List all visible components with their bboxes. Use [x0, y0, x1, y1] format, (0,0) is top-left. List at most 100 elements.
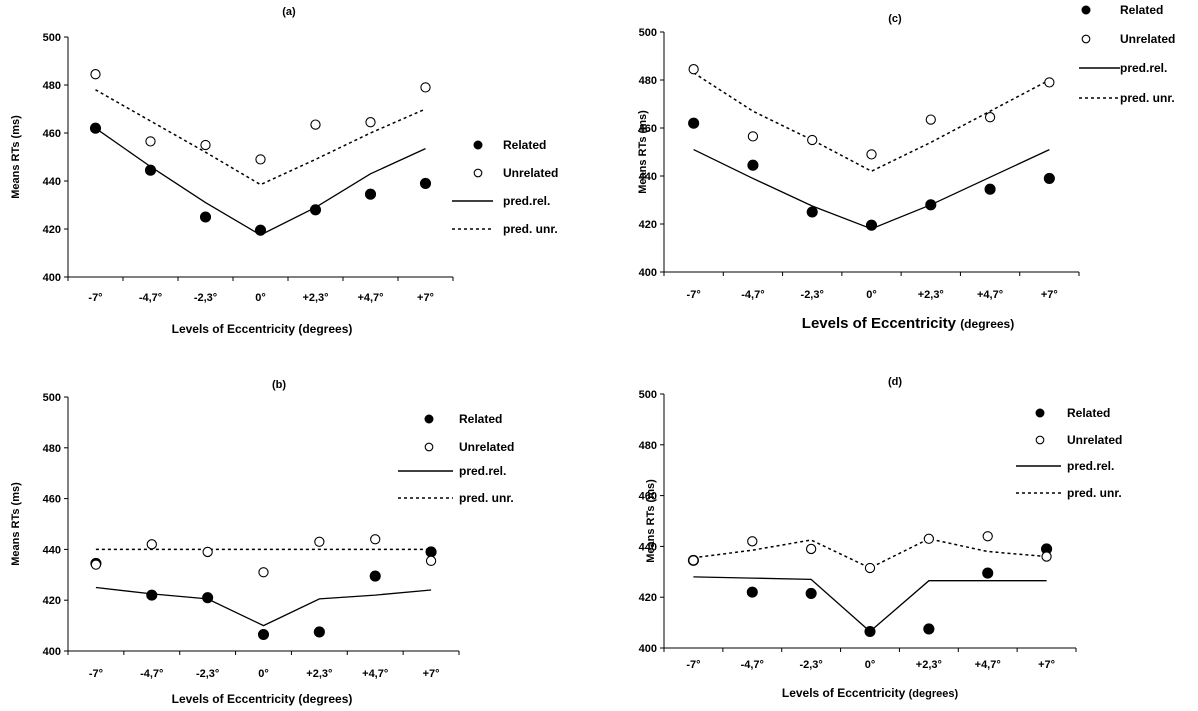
related-point	[89, 122, 102, 134]
x-tick-label: +4,7°	[362, 668, 388, 680]
y-axis-label: Means RTs (ms)	[10, 482, 22, 566]
x-tick-label: +4,7°	[977, 289, 1003, 301]
y-axis-label: Means RTs (ms)	[10, 115, 22, 199]
series-line-pred-rel	[95, 586, 432, 627]
y-tick-label: 500	[639, 389, 657, 401]
related-point	[202, 592, 214, 604]
legend-related-marker	[473, 140, 483, 150]
related-point	[865, 219, 878, 231]
legend-label: Related	[1067, 406, 1110, 420]
y-tick-label: 480	[639, 440, 657, 452]
x-tick-label: -4,7°	[139, 292, 162, 304]
chart-title: (b)	[272, 379, 286, 391]
y-tick-label: 460	[639, 491, 657, 503]
y-tick-label: 480	[43, 443, 61, 455]
legend: Related Unrelated pred.rel. pred. unr.	[452, 138, 558, 236]
legend-label: Related	[459, 412, 502, 426]
series-line-pred-rel	[693, 576, 1047, 633]
legend-label: pred.rel.	[459, 464, 506, 478]
legend-label: Unrelated	[1067, 433, 1122, 447]
legend-unrelated-marker	[473, 168, 483, 178]
x-tick-label: +2,3°	[916, 659, 942, 671]
unrelated-point	[805, 543, 817, 555]
y-tick-label: 460	[43, 494, 61, 506]
related-point	[254, 224, 267, 236]
related-point	[982, 567, 994, 579]
y-tick-label: 420	[43, 224, 61, 236]
legend-label: pred.rel.	[1067, 459, 1114, 473]
unrelated-point	[688, 64, 699, 75]
legend: Related Unrelated pred.rel. pred. unr.	[398, 412, 514, 505]
unrelated-point	[258, 567, 269, 578]
y-tick-label: 440	[639, 171, 657, 183]
y-tick-label: 440	[43, 544, 61, 556]
legend-related-marker	[424, 414, 434, 424]
x-tick-label: +7°	[423, 668, 440, 680]
x-axis-label-main: Levels of Eccentricity	[172, 692, 299, 706]
related-point	[747, 159, 759, 171]
y-tick-label: 500	[43, 32, 61, 44]
x-axis-label-main: Levels of Eccentricity	[782, 686, 909, 700]
series-line-pred-unr	[693, 72, 1050, 173]
chart-title: (a)	[282, 6, 296, 18]
x-tick-label: -7°	[88, 292, 102, 304]
unrelated-point	[1041, 551, 1052, 562]
x-tick-label: 0°	[865, 659, 876, 671]
x-tick-label: -7°	[686, 659, 700, 671]
related-point	[864, 625, 876, 638]
x-tick-label: +7°	[1038, 659, 1055, 671]
y-tick-label: 480	[43, 80, 61, 92]
y-tick-label: 440	[43, 176, 61, 188]
unrelated-point	[688, 555, 699, 566]
y-axis-label: Means RTs (ms)	[645, 479, 657, 563]
legend: Related Unrelated pred.rel. pred. unr.	[1079, 3, 1175, 105]
related-point	[806, 206, 818, 218]
x-axis-label-suffix: (degrees)	[960, 317, 1014, 331]
y-tick-label: 500	[43, 392, 61, 404]
chart-a: 400 420 440 460 480 500 -7° -4,7° -2,3° 0° +2,3° +4…	[10, 6, 558, 336]
x-tick-label: -2,3°	[196, 668, 219, 680]
y-tick-label: 460	[43, 128, 61, 140]
legend-related-marker	[1035, 408, 1045, 418]
x-axis-label: Levels of Eccentricity (degrees)	[172, 322, 353, 336]
x-axis-label: Levels of Eccentricity (degrees)	[782, 686, 959, 700]
x-tick-label: 0°	[866, 289, 877, 301]
legend-label: pred. unr.	[1067, 486, 1122, 500]
y-tick-label: 400	[43, 272, 61, 284]
x-tick-label: +4,7°	[975, 659, 1001, 671]
related-point	[257, 628, 270, 641]
x-tick-label: -2,3°	[799, 659, 822, 671]
x-tick-label: -2,3°	[194, 292, 217, 304]
unrelated-point	[255, 154, 266, 165]
legend-label: Unrelated	[503, 166, 558, 180]
unrelated-point	[200, 139, 211, 151]
y-tick-label: 440	[639, 541, 657, 553]
y-tick-label: 420	[639, 592, 657, 604]
y-tick-label: 420	[43, 595, 61, 607]
legend-unrelated-marker	[1081, 34, 1091, 44]
unrelated-point	[370, 534, 381, 545]
x-tick-label: -2,3°	[801, 289, 824, 301]
x-axis-label-suffix: (degrees)	[298, 322, 352, 336]
y-tick-label: 460	[639, 123, 657, 135]
unrelated-point	[420, 82, 431, 93]
related-point	[923, 623, 935, 635]
y-tick-label: 400	[639, 643, 657, 655]
legend-label: pred.rel.	[503, 194, 550, 208]
legend-unrelated-marker	[424, 442, 434, 452]
unrelated-point	[925, 114, 936, 125]
series-line-pred-rel	[95, 127, 426, 236]
chart-b: 400 420 440 460 480 500 -7° -4,7° -2,3° 0° +2,3° +4…	[10, 379, 514, 706]
unrelated-point	[982, 531, 993, 542]
legend-label: Unrelated	[1120, 32, 1175, 46]
legend-unrelated-marker	[1035, 435, 1045, 445]
legend-label: pred. unr.	[1120, 91, 1175, 105]
related-point	[369, 570, 381, 582]
x-tick-label: -4,7°	[741, 289, 764, 301]
y-tick-label: 500	[639, 27, 657, 39]
y-tick-label: 400	[43, 646, 61, 658]
x-tick-label: -7°	[687, 289, 701, 301]
x-axis-label-main: Levels of Eccentricity	[172, 322, 299, 336]
x-axis-label: Levels of Eccentricity (degrees)	[172, 692, 353, 706]
